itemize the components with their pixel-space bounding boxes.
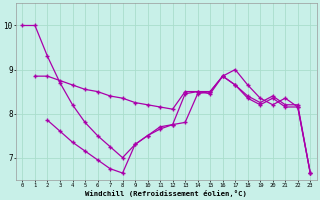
X-axis label: Windchill (Refroidissement éolien,°C): Windchill (Refroidissement éolien,°C) bbox=[85, 190, 247, 197]
